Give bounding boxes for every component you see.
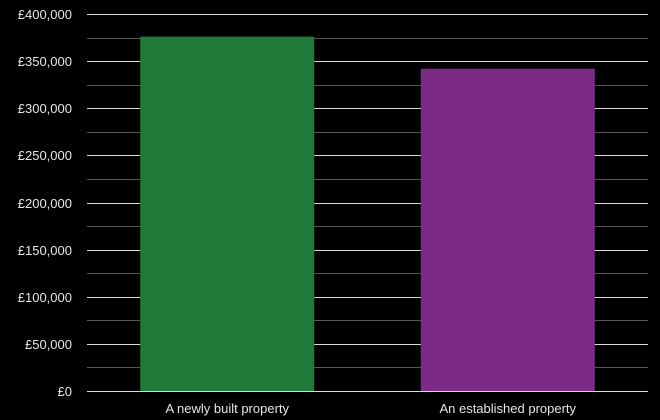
y-tick-label: £350,000 <box>18 54 72 69</box>
y-tick-label: £200,000 <box>18 196 72 211</box>
bars <box>140 36 595 392</box>
y-tick-label: £300,000 <box>18 101 72 116</box>
x-category-label: A newly built property <box>165 401 289 416</box>
x-axis-labels: A newly built property An established pro… <box>165 401 576 416</box>
bar-2[interactable] <box>420 68 595 391</box>
y-axis-ticks: £0 £50,000 £100,000 £150,000 £200,000 £250,00… <box>18 7 72 399</box>
y-tick-label: £50,000 <box>25 337 72 352</box>
y-tick-label: £150,000 <box>18 243 72 258</box>
y-tick-label: £400,000 <box>18 7 72 22</box>
bar-1[interactable] <box>140 36 315 392</box>
y-tick-label: £250,000 <box>18 148 72 163</box>
y-tick-label: £0 <box>58 384 72 399</box>
x-category-label: An established property <box>439 401 576 416</box>
y-tick-label: £100,000 <box>18 290 72 305</box>
